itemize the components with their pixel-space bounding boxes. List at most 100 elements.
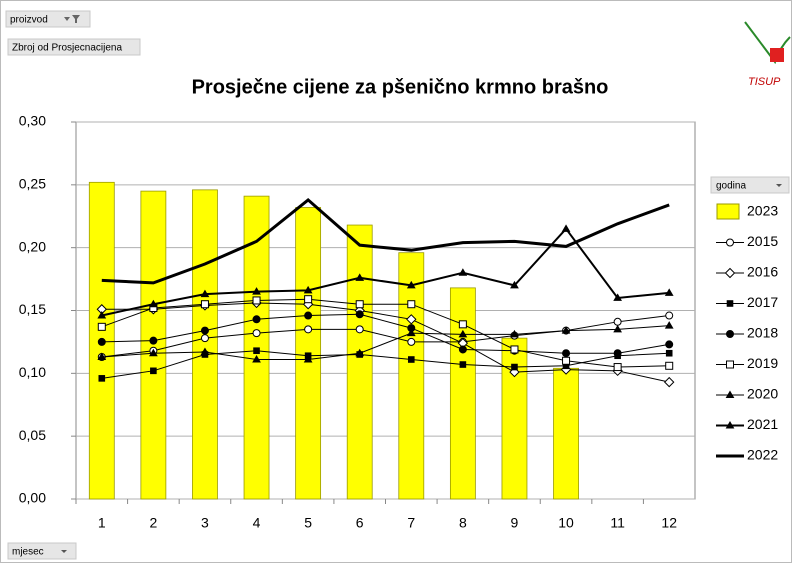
value-field-button[interactable]: Zbroj od Prosjecnacijena bbox=[7, 38, 141, 56]
marker bbox=[613, 349, 622, 358]
marker bbox=[407, 300, 416, 309]
marker bbox=[200, 347, 210, 355]
marker bbox=[458, 320, 467, 329]
filter-button[interactable]: proizvod bbox=[5, 10, 91, 28]
marker bbox=[303, 355, 313, 363]
marker bbox=[406, 328, 416, 337]
marker bbox=[665, 349, 673, 357]
dropdown-icon bbox=[61, 550, 67, 553]
marker bbox=[98, 375, 106, 382]
logo-text: TISUP bbox=[748, 76, 781, 88]
series-line bbox=[101, 197, 670, 285]
y-tick-label: 0,20 bbox=[19, 238, 46, 254]
x-tick-label: 8 bbox=[459, 515, 467, 531]
marker bbox=[562, 349, 571, 358]
y-tick-label: 0,10 bbox=[19, 364, 46, 380]
button-label: proizvod bbox=[10, 15, 48, 26]
legend-label: 2021 bbox=[747, 416, 778, 432]
marker bbox=[406, 314, 417, 325]
marker bbox=[561, 224, 571, 232]
x-tick-label: 5 bbox=[304, 515, 312, 531]
legend-item: 2015 bbox=[716, 233, 778, 249]
x-tick-label: 11 bbox=[610, 515, 625, 531]
legend-button[interactable]: godina bbox=[710, 176, 790, 194]
marker bbox=[562, 356, 571, 365]
marker bbox=[613, 317, 622, 326]
marker bbox=[149, 299, 158, 308]
marker bbox=[200, 326, 209, 335]
y-tick-label: 0,30 bbox=[19, 113, 46, 129]
button-bg bbox=[7, 542, 77, 560]
marker bbox=[200, 289, 210, 298]
marker bbox=[665, 361, 674, 370]
legend-label: 2018 bbox=[747, 325, 778, 341]
marker bbox=[725, 421, 735, 429]
marker bbox=[355, 273, 365, 281]
marker bbox=[458, 329, 468, 338]
line bbox=[101, 350, 670, 379]
legend-item: 2021 bbox=[716, 416, 778, 432]
bar bbox=[398, 252, 425, 500]
bar bbox=[449, 287, 476, 500]
marker bbox=[407, 337, 416, 346]
marker bbox=[252, 315, 261, 324]
legend-label: 2017 bbox=[747, 294, 778, 310]
bar bbox=[553, 367, 579, 500]
legend-item: 2019 bbox=[716, 355, 778, 371]
marker bbox=[561, 326, 571, 334]
marker bbox=[252, 355, 261, 363]
logo-square bbox=[770, 48, 784, 62]
marker bbox=[726, 330, 734, 338]
line bbox=[101, 227, 670, 317]
x-tick-label: 7 bbox=[407, 515, 415, 531]
legend-item: 2023 bbox=[716, 203, 778, 220]
marker bbox=[150, 367, 157, 375]
marker bbox=[726, 238, 734, 247]
x-tick-label: 1 bbox=[98, 515, 106, 531]
legend-item: 2017 bbox=[716, 294, 778, 310]
marker bbox=[458, 268, 468, 276]
marker bbox=[97, 322, 106, 331]
button-label: mjesec bbox=[12, 547, 44, 558]
marker bbox=[200, 300, 209, 309]
legend-swatch bbox=[716, 203, 740, 220]
marker bbox=[406, 280, 416, 289]
marker bbox=[355, 348, 365, 357]
bar bbox=[192, 189, 218, 500]
legend-label: 2016 bbox=[747, 264, 778, 280]
bar bbox=[140, 190, 167, 500]
x-tick-label: 4 bbox=[253, 515, 261, 531]
y-tick-label: 0,00 bbox=[19, 490, 46, 506]
y-tick-label: 0,15 bbox=[19, 301, 46, 317]
marker bbox=[664, 288, 674, 296]
button-label: Zbroj od Prosjecnacijena bbox=[12, 43, 122, 54]
marker bbox=[252, 296, 261, 305]
legend-label: 2020 bbox=[747, 386, 778, 402]
legend-item: 2020 bbox=[716, 386, 778, 402]
marker bbox=[252, 329, 261, 338]
legend-item: 2016 bbox=[716, 264, 778, 280]
marker bbox=[304, 325, 313, 334]
filter-icon bbox=[64, 15, 80, 23]
legend-label: 2022 bbox=[747, 447, 778, 463]
marker bbox=[510, 345, 519, 354]
marker bbox=[665, 340, 674, 349]
chart-title: Prosječne cijene za pšenično krmno brašn… bbox=[192, 76, 609, 98]
marker bbox=[458, 345, 467, 354]
y-tick-label: 0,05 bbox=[19, 427, 46, 443]
button-bg bbox=[5, 10, 91, 28]
legend-label: 2023 bbox=[747, 203, 778, 219]
axis-button[interactable]: mjesec bbox=[7, 542, 77, 560]
marker bbox=[304, 311, 313, 320]
marker bbox=[724, 267, 736, 279]
line bbox=[101, 325, 670, 361]
legend-item: 2022 bbox=[716, 447, 778, 463]
legend-label: 2019 bbox=[747, 355, 778, 371]
marker bbox=[252, 287, 261, 295]
marker bbox=[725, 390, 735, 398]
series-line bbox=[97, 295, 674, 372]
marker bbox=[511, 363, 518, 371]
x-tick-label: 6 bbox=[356, 515, 364, 531]
x-tick-label: 10 bbox=[558, 515, 574, 531]
